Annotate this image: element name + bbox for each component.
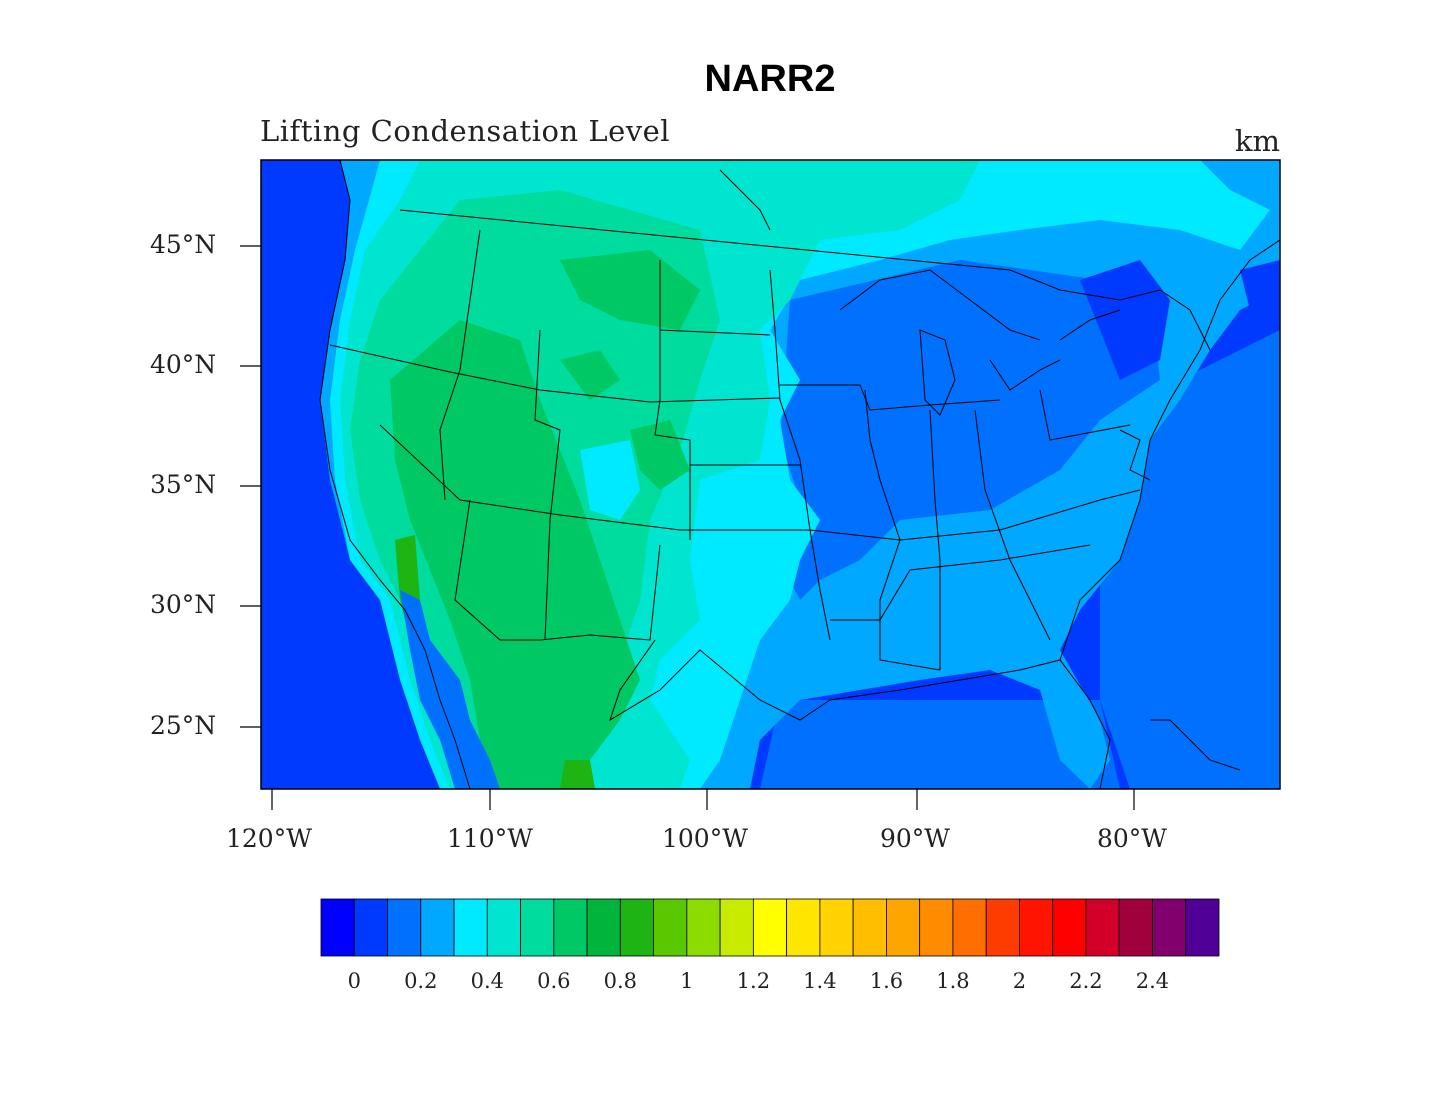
boundary-line-16	[1039, 389, 1131, 441]
colorbar-label: 0.2	[404, 969, 437, 993]
boundary-line-15	[830, 544, 1091, 621]
boundary-line-6	[654, 260, 691, 540]
mexico-spot	[560, 760, 595, 789]
colorbar: 0 0.2 0.4 0.6 0.8 1 1.2 1.4 1.6 1.8 2 2.2 2.4	[320, 898, 1220, 993]
variable-label: Lifting Condensation Level	[260, 114, 671, 148]
boundary-line-13	[974, 409, 1051, 641]
northeast-patch	[1080, 260, 1170, 380]
colorbar-label: 1.2	[737, 969, 770, 993]
colorbar-label: 1.6	[870, 969, 903, 993]
boundary-line-2	[379, 424, 901, 541]
colorbar-swatch	[387, 898, 422, 957]
colorbar-label: 2	[1013, 969, 1026, 993]
pacific-coastline	[319, 160, 471, 789]
colorbar-swatch	[819, 898, 854, 957]
colorbar-swatch	[653, 898, 688, 957]
nova-scotia-patch	[1240, 260, 1280, 320]
gulf-of-california	[400, 590, 500, 789]
colorbar-label: 0.8	[604, 969, 637, 993]
boundary-line-4	[439, 229, 481, 501]
axis-ticks	[240, 245, 1135, 810]
colorbar-swatch	[852, 898, 887, 957]
north-plains-patch	[560, 250, 700, 330]
boundary-line-12	[929, 409, 941, 670]
lon-label-120: 120°W	[226, 824, 312, 853]
cuba-outline	[1150, 719, 1241, 771]
boundary-line-14	[899, 489, 1141, 541]
colorbar-swatch	[553, 898, 588, 957]
colorbar-swatch	[1152, 898, 1187, 957]
lake-michigan	[919, 329, 956, 416]
colorbar-swatch	[486, 898, 521, 957]
colorbar-swatch	[752, 898, 788, 957]
canada-border	[399, 209, 1211, 351]
colorbar-swatch	[586, 898, 621, 957]
colorbar-swatch	[1185, 898, 1220, 957]
colorbar-label: 0.4	[471, 969, 504, 993]
colorbar-swatch	[1019, 898, 1054, 957]
gulf-coastline	[609, 639, 1111, 789]
colorbar-swatch	[520, 898, 555, 957]
atlantic-coastline	[1059, 239, 1280, 661]
colorbar-swatch	[453, 898, 488, 957]
lon-label-80: 80°W	[1097, 824, 1168, 853]
lat-label-40: 40°N	[150, 350, 217, 379]
great-lakes-shore	[839, 269, 1041, 341]
midwest-band	[780, 260, 1160, 600]
colorbar-swatch	[1052, 898, 1087, 957]
boundary-line-8	[659, 329, 771, 336]
colorbar-label: 2.2	[1069, 969, 1102, 993]
boundary-line-10	[780, 384, 1001, 411]
lake-ontario	[1059, 309, 1121, 341]
colorbar-swatch	[1118, 898, 1153, 957]
lake-erie	[989, 359, 1061, 391]
wyoming-patch	[560, 350, 620, 400]
lake-winnipeg	[719, 169, 771, 231]
boundary-line-1	[329, 344, 781, 403]
map-title: NARR2	[704, 58, 836, 100]
colorbar-label: 2.4	[1136, 969, 1169, 993]
colorbar-swatch	[420, 898, 455, 957]
boundary-line-5	[534, 329, 561, 641]
colorbar-swatch	[619, 898, 654, 957]
colorbar-swatch	[353, 898, 388, 957]
boundary-line-3	[454, 499, 661, 641]
colorbar-swatch	[686, 898, 721, 957]
lat-label-25: 25°N	[150, 711, 217, 740]
boundaries	[319, 160, 1280, 789]
plot-frame	[260, 159, 1281, 790]
lon-label-90: 90°W	[880, 824, 951, 853]
colorbar-label: 1.4	[803, 969, 836, 993]
lon-label-100: 100°W	[662, 824, 748, 853]
lon-label-110: 110°W	[447, 824, 533, 853]
colorbar-swatch	[886, 898, 921, 957]
contour-field	[261, 160, 1280, 789]
colorbar-swatch	[919, 898, 954, 957]
colorbar-swatch	[985, 898, 1020, 957]
gulf-of-mexico	[760, 700, 1120, 789]
great-basin	[390, 320, 640, 789]
lat-label-35: 35°N	[150, 470, 217, 499]
plateau-spot	[580, 440, 640, 520]
colorbar-swatch	[1085, 898, 1120, 957]
colorbar-label: 1	[680, 969, 693, 993]
colorbar-swatch	[320, 898, 355, 957]
chesapeake-bay	[1119, 429, 1151, 481]
lat-label-45: 45°N	[150, 230, 217, 259]
colorbar-label: 1.8	[936, 969, 969, 993]
boundary-line-7	[769, 269, 831, 641]
colorbar-label: 0.6	[537, 969, 570, 993]
units-label: km	[1234, 124, 1280, 158]
colorbar-swatch	[719, 898, 754, 957]
pacific-coast-water	[261, 160, 440, 789]
colorbar-swatch	[786, 898, 821, 957]
colorbar-swatch	[952, 898, 987, 957]
colorbar-label: 0	[348, 969, 361, 993]
lat-label-30: 30°N	[150, 590, 217, 619]
